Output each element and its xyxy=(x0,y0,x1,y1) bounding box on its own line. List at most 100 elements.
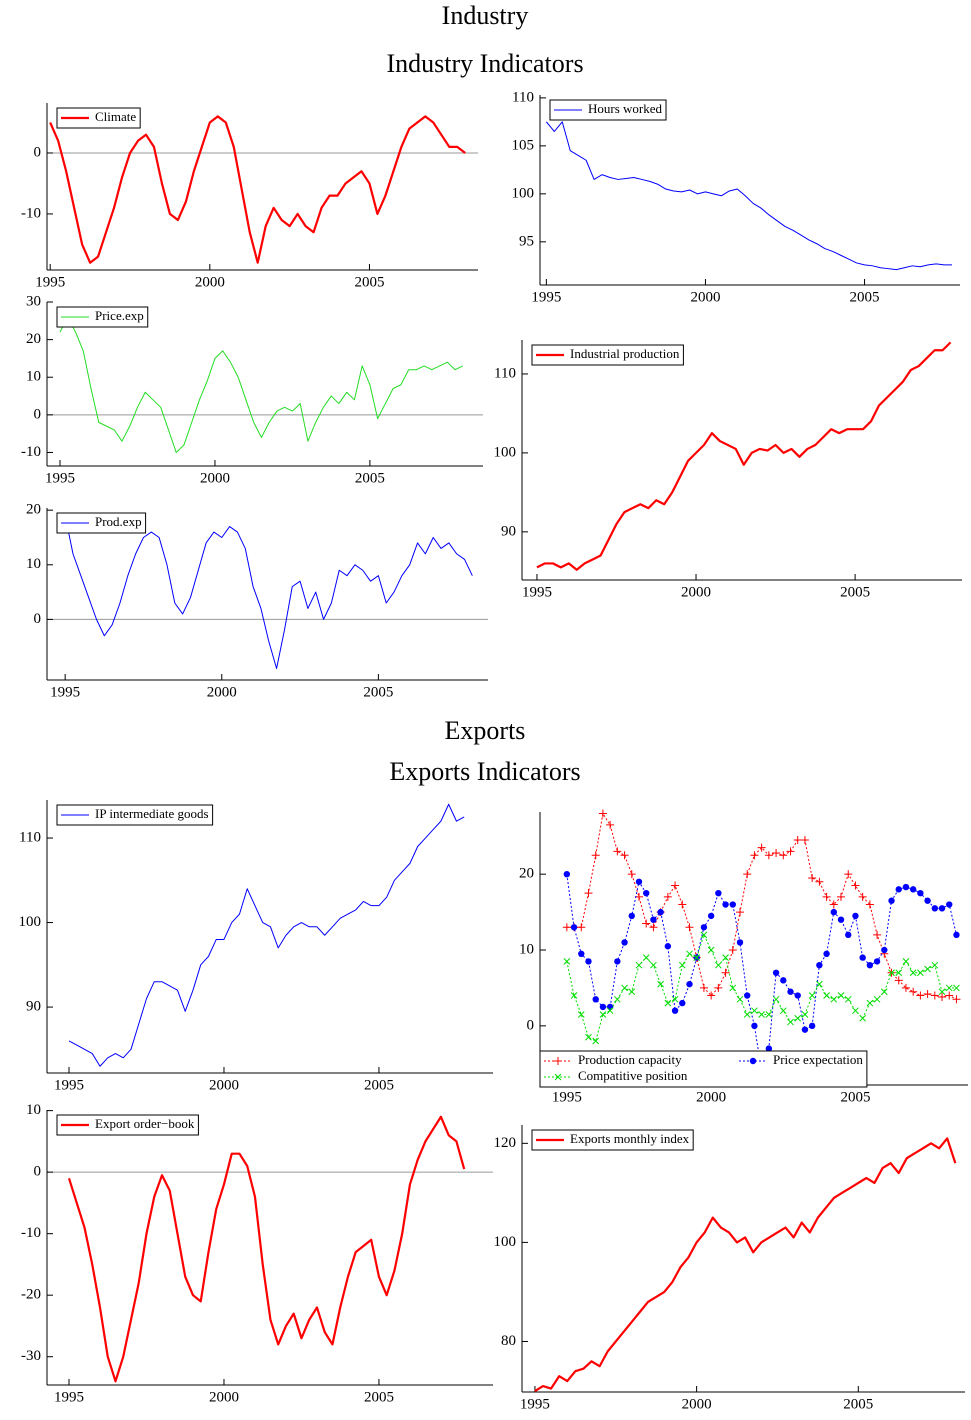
series-line xyxy=(59,316,464,453)
x-tick-label: 2000 xyxy=(696,1089,726,1105)
series-line xyxy=(566,874,957,1072)
marker xyxy=(953,984,960,992)
x-tick-label: 1995 xyxy=(522,584,552,600)
marker xyxy=(554,1073,562,1081)
marker xyxy=(729,901,736,908)
x-tick-label: 2005 xyxy=(843,1396,873,1412)
marker xyxy=(685,923,694,932)
chart-panel: 95 100 105 110 1995 2000 2005 Hours worked xyxy=(512,89,960,305)
chart-panel: -30 -20 -10 0 10 1995 2000 2005 Export order−boo… xyxy=(21,1102,493,1405)
marker xyxy=(793,836,802,845)
y-tick-label: 0 xyxy=(34,144,42,160)
x-tick-label: 2005 xyxy=(355,470,385,486)
marker xyxy=(779,1007,787,1015)
marker xyxy=(945,991,954,1000)
legend-label: Export order−book xyxy=(95,1116,195,1131)
y-tick-label: 10 xyxy=(26,1102,41,1118)
marker xyxy=(563,870,571,878)
marker xyxy=(758,1011,766,1018)
marker xyxy=(895,969,903,977)
legend-box xyxy=(531,344,684,366)
x-tick-label: 2000 xyxy=(195,274,225,290)
marker xyxy=(873,995,881,1003)
y-tick-label: 20 xyxy=(26,502,41,518)
legend: Exports monthly index xyxy=(531,1129,694,1151)
marker xyxy=(909,886,917,893)
marker xyxy=(634,892,643,901)
legend: Climate xyxy=(56,107,141,129)
y-tick-label: 20 xyxy=(519,866,534,882)
marker xyxy=(852,912,859,920)
y-tick-label: 100 xyxy=(19,914,42,930)
x-tick-label: 2000 xyxy=(209,1389,239,1405)
y-tick-label: 20 xyxy=(26,331,41,347)
x-tick-label: 2000 xyxy=(209,1077,239,1093)
legend-label: Price.exp xyxy=(95,308,144,323)
marker xyxy=(816,980,823,988)
marker xyxy=(823,992,830,999)
marker xyxy=(715,889,722,897)
marker xyxy=(938,988,946,996)
marker xyxy=(808,1022,816,1030)
legend: Prod.exp xyxy=(56,512,147,534)
marker xyxy=(779,851,788,860)
y-tick-label: 10 xyxy=(26,369,41,385)
x-tick-label: 1995 xyxy=(45,470,75,486)
marker xyxy=(736,908,745,917)
y-tick-label: 105 xyxy=(512,137,535,153)
marker xyxy=(614,958,621,965)
x-tick-label: 2000 xyxy=(207,684,237,700)
marker xyxy=(909,969,917,977)
marker xyxy=(599,1011,607,1018)
marker xyxy=(686,980,693,988)
section-title: Industry xyxy=(442,1,529,30)
legend-label: Production capacity xyxy=(578,1052,682,1067)
legend-label: Prod.exp xyxy=(95,514,142,529)
x-tick-label: 2005 xyxy=(840,584,870,600)
marker xyxy=(800,836,809,845)
series-line xyxy=(68,803,465,1067)
legend-label: IP intermediate goods xyxy=(95,806,209,821)
marker xyxy=(881,946,888,954)
y-tick-label: 80 xyxy=(501,1333,516,1349)
marker xyxy=(946,901,953,908)
marker xyxy=(757,843,766,852)
legend: Price.exp xyxy=(56,306,149,328)
series-line xyxy=(534,1137,957,1392)
marker xyxy=(599,1003,607,1011)
x-tick-label: 2005 xyxy=(363,684,393,700)
marker xyxy=(931,961,939,969)
marker xyxy=(801,1026,809,1033)
x-tick-label: 1995 xyxy=(54,1077,84,1093)
legend-box xyxy=(56,1114,199,1136)
marker xyxy=(635,961,643,969)
marker xyxy=(837,892,846,901)
marker xyxy=(916,991,925,1000)
section-title: Exports xyxy=(445,716,526,745)
marker xyxy=(642,919,651,928)
marker xyxy=(895,886,902,893)
marker xyxy=(786,847,795,856)
x-tick-label: 1995 xyxy=(50,684,80,700)
marker xyxy=(894,976,903,985)
marker xyxy=(700,931,708,939)
marker xyxy=(815,877,824,886)
chart-panel: 90 100 110 1995 2000 2005 Industrial productio… xyxy=(494,340,962,600)
marker xyxy=(715,961,722,969)
series-line xyxy=(545,121,953,271)
legend-label: Exports monthly index xyxy=(570,1131,690,1146)
legend: IP intermediate goods xyxy=(56,804,214,826)
x-tick-label: 1995 xyxy=(35,274,65,290)
marker xyxy=(952,995,961,1004)
x-tick-label: 2005 xyxy=(850,289,880,305)
marker xyxy=(751,1007,758,1015)
x-tick-label: 2000 xyxy=(200,470,230,486)
legend-label: Climate xyxy=(95,109,136,124)
marker xyxy=(628,988,636,996)
marker xyxy=(585,958,592,965)
marker xyxy=(901,983,910,992)
chart-panel: -10 0 1995 2000 2005 Climate xyxy=(21,103,478,290)
marker xyxy=(873,930,882,939)
marker xyxy=(562,923,571,932)
